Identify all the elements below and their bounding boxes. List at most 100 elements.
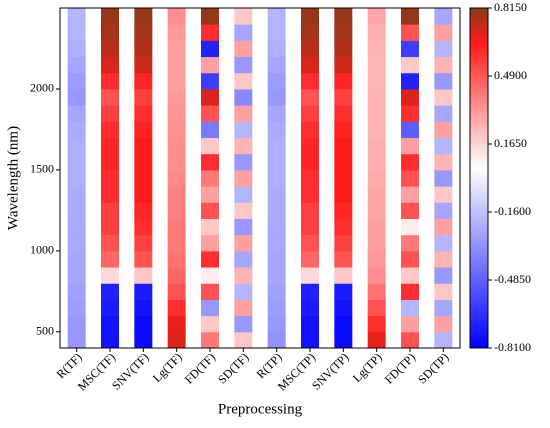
heat-cell [67,250,86,268]
heat-cell [367,56,386,74]
heat-cell [101,202,119,219]
heat-cell [301,24,319,41]
x-tick-label: SD(TP) [415,350,451,386]
heat-cell [301,315,319,333]
y-axis-label: Wavelength (nm) [5,126,21,230]
heat-cell [267,40,286,58]
heat-cell [234,315,253,333]
heat-cell [434,283,453,300]
heat-cell [401,218,419,236]
heat-cell [367,186,386,203]
heat-cell [134,8,153,25]
heat-cell [401,267,419,284]
heat-cell [67,153,86,171]
heat-cell [301,331,319,349]
heat-cell [434,56,453,74]
heat-cell [101,88,119,106]
heat-cell [201,234,219,252]
colorbar-tick-label: 0.1650 [494,136,527,150]
heat-cell [167,186,186,203]
heat-cell [334,137,353,155]
heat-cell [367,72,386,90]
heat-cell [134,218,153,236]
heat-cell [201,169,219,187]
heat-cell [67,56,86,74]
heat-cell [334,250,353,268]
heat-cell [267,218,286,236]
heat-cell [301,105,319,122]
heat-cell [367,267,386,284]
heat-cell [67,283,86,300]
heat-cell [334,283,353,300]
heat-cell [367,121,386,139]
colorbar-tick-label: -0.4850 [494,272,531,286]
heat-cell [267,234,286,252]
x-tick-label: FD(TF) [182,350,218,386]
x-tick-label: SNV(TF) [109,350,151,392]
heat-cell [101,137,119,155]
heat-cell [401,88,419,106]
heat-cell [234,72,253,90]
heat-cell [67,186,86,203]
heat-cell [334,105,353,122]
heat-cell [334,218,353,236]
heat-cell [167,72,186,90]
heat-cell [267,88,286,106]
heat-cell [301,56,319,74]
x-tick-label: Lg(TF) [150,350,185,385]
heat-cell [167,137,186,155]
heat-cell [67,218,86,236]
heat-cell [234,121,253,139]
heat-cell [334,202,353,219]
heat-cell [234,40,253,58]
heat-cell [134,169,153,187]
y-tick-label: 2000 [30,81,54,95]
heat-cell [367,40,386,58]
heat-cell [234,8,253,25]
heat-cell [101,121,119,139]
heat-cell [301,40,319,58]
x-tick-label: R(TP) [254,350,285,381]
heat-cell [301,299,319,317]
heat-cell [101,267,119,284]
heat-cell [301,72,319,90]
heat-cell [67,202,86,219]
heat-cell [434,8,453,25]
heat-cell [234,250,253,268]
heat-cell [101,40,119,58]
heat-cell [267,8,286,25]
heat-cell [434,105,453,122]
heat-cell [101,153,119,171]
heat-cell [67,315,86,333]
heat-cell [67,105,86,122]
heat-cell [401,137,419,155]
heat-cell [367,105,386,122]
heat-cell [401,153,419,171]
heat-cell [434,331,453,349]
heat-cell [301,202,319,219]
heat-cell [234,186,253,203]
heat-cell [201,88,219,106]
heat-cell [267,250,286,268]
heat-cell [267,299,286,317]
heat-cell [134,234,153,252]
heat-cell [234,24,253,41]
heat-cell [267,202,286,219]
heat-cell [301,169,319,187]
heat-cell [334,234,353,252]
heat-cell [401,105,419,122]
x-tick-label: SD(TF) [215,350,251,386]
heat-cell [267,267,286,284]
heat-cell [201,24,219,41]
heat-cell [67,331,86,349]
heat-cell [401,169,419,187]
heat-cell [201,40,219,58]
heat-cell [401,234,419,252]
heat-cell [267,186,286,203]
heat-cell [301,8,319,25]
heat-cell [101,283,119,300]
heat-cell [234,218,253,236]
heat-cell [401,121,419,139]
heat-cell [367,88,386,106]
heat-cell [267,283,286,300]
